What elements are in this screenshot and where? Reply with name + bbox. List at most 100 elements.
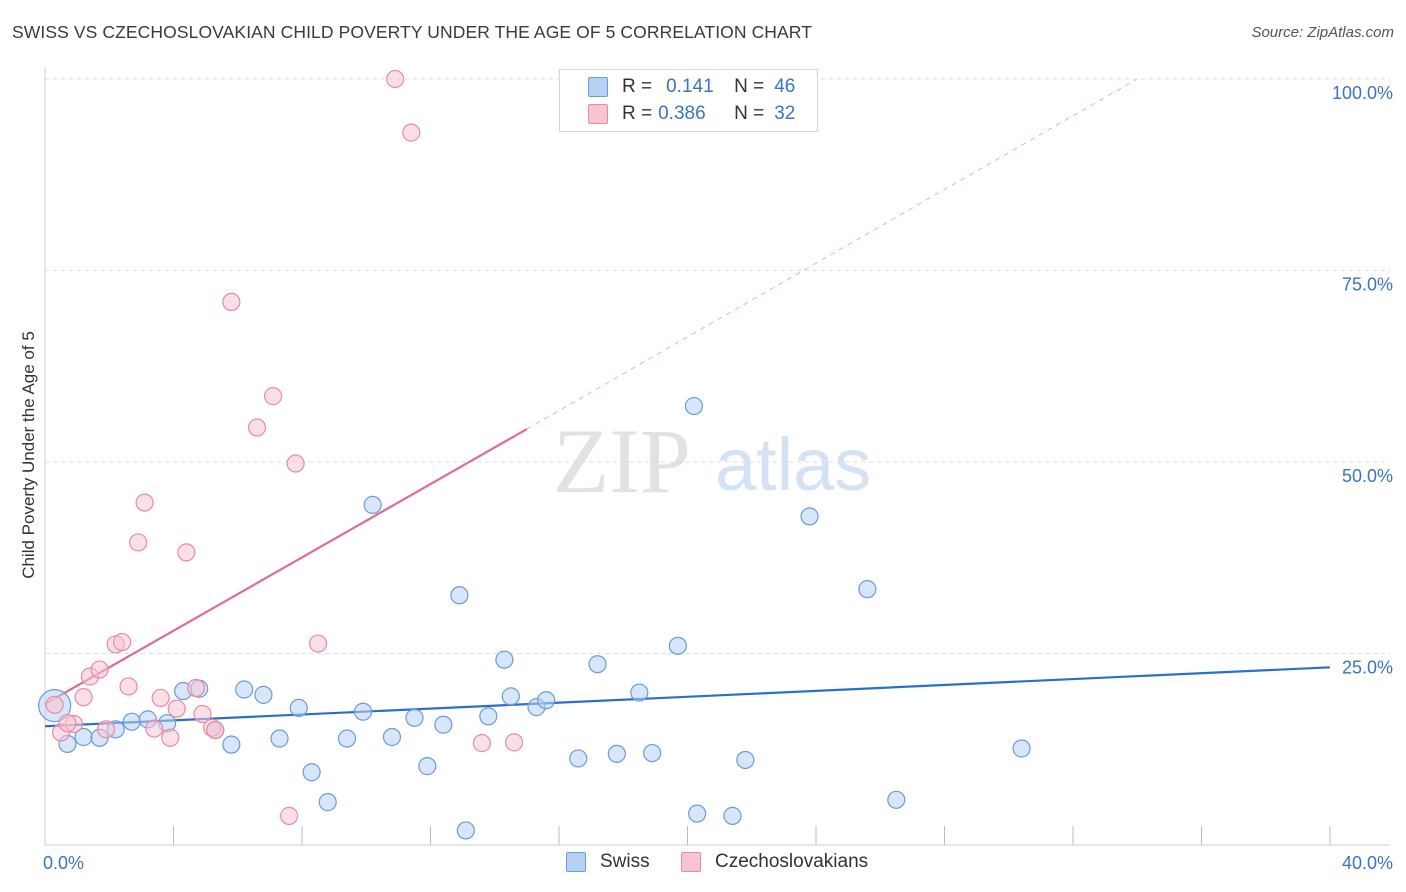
swiss-point bbox=[363, 495, 382, 514]
trend-lines bbox=[44, 78, 1331, 728]
czech-point bbox=[74, 688, 93, 707]
swiss-point bbox=[684, 396, 704, 416]
swiss-point bbox=[222, 735, 241, 754]
czech-point bbox=[504, 733, 524, 752]
swiss-point bbox=[569, 749, 588, 768]
czech-point bbox=[90, 660, 109, 679]
n-label: N = bbox=[734, 76, 765, 97]
tick-labels: 25.0% 50.0% 75.0% 100.0% 0.0% 40.0% bbox=[43, 83, 1393, 873]
czech-point bbox=[472, 734, 491, 753]
czech-point bbox=[135, 493, 154, 512]
swiss-point bbox=[501, 687, 520, 706]
czech-point bbox=[286, 454, 305, 473]
czech-point bbox=[280, 806, 299, 825]
czech-point bbox=[112, 632, 132, 652]
r-label: R = bbox=[622, 103, 653, 124]
r-label: R = bbox=[622, 76, 653, 97]
czech-swatch bbox=[588, 104, 608, 124]
gridlines bbox=[45, 78, 1390, 654]
legend-item-czech: Czechoslovakians bbox=[681, 851, 868, 873]
swiss-point bbox=[434, 715, 453, 734]
swiss-point bbox=[235, 680, 254, 699]
swiss-swatch bbox=[588, 77, 608, 97]
swiss-point bbox=[302, 763, 321, 782]
swiss-point bbox=[607, 744, 626, 763]
swiss-point bbox=[588, 655, 607, 674]
czech-point bbox=[402, 123, 421, 142]
czech-legend-label: Czechoslovakians bbox=[715, 851, 869, 872]
watermark-atlas: atlas bbox=[715, 423, 871, 506]
watermark-zip: ZIP bbox=[553, 410, 691, 512]
x-tick-label: 40.0% bbox=[1342, 853, 1393, 873]
czech-point bbox=[129, 533, 148, 552]
czech-point bbox=[96, 720, 116, 739]
czech-legend-swatch bbox=[681, 852, 701, 872]
swiss-point bbox=[723, 806, 742, 825]
swiss-point bbox=[289, 698, 308, 717]
y-tick-label: 50.0% bbox=[1342, 466, 1393, 486]
swiss-point bbox=[405, 708, 424, 727]
swiss-point bbox=[337, 729, 357, 748]
swiss-point bbox=[858, 580, 877, 599]
legend-item-swiss: Swiss bbox=[566, 851, 650, 873]
swiss-point bbox=[1012, 739, 1031, 758]
chart-title: SWISS VS CZECHOSLOVAKIAN CHILD POVERTY U… bbox=[12, 22, 813, 42]
czech-point bbox=[386, 69, 405, 89]
czech-point bbox=[186, 678, 206, 698]
swiss-point bbox=[382, 727, 402, 747]
n-value: 46 bbox=[774, 76, 796, 97]
swiss-point bbox=[643, 743, 662, 763]
czech-point bbox=[58, 714, 77, 733]
czech-trend-extension bbox=[526, 78, 1138, 430]
swiss-legend-label: Swiss bbox=[600, 851, 650, 872]
czech-point bbox=[308, 634, 328, 653]
czech-trend-line bbox=[44, 428, 528, 706]
czech-point bbox=[206, 720, 225, 740]
y-tick-label: 25.0% bbox=[1342, 658, 1393, 678]
czech-point bbox=[145, 719, 164, 738]
swiss-point bbox=[418, 757, 437, 776]
legend-row-czech: R = 0.386 N = 32 bbox=[588, 103, 795, 125]
swiss-trend-line bbox=[44, 666, 1331, 728]
n-label: N = bbox=[734, 103, 765, 124]
x-tick-label: 0.0% bbox=[43, 853, 84, 873]
swiss-point bbox=[688, 804, 707, 823]
czech-point bbox=[119, 677, 138, 696]
legend-row-swiss: R = 0.141 N = 46 bbox=[588, 76, 795, 98]
swiss-point bbox=[254, 685, 273, 704]
swiss-point bbox=[668, 636, 687, 655]
r-value: 0.141 bbox=[666, 76, 714, 97]
swiss-point bbox=[450, 586, 469, 605]
czech-point bbox=[222, 292, 241, 312]
czech-point bbox=[151, 688, 170, 708]
n-value: 32 bbox=[774, 103, 796, 124]
czech-point bbox=[263, 387, 283, 406]
series-legend: Swiss Czechoslovakians bbox=[0, 851, 1406, 877]
y-tick-label: 100.0% bbox=[1332, 83, 1393, 103]
swiss-point bbox=[887, 790, 906, 809]
swiss-point bbox=[318, 793, 337, 812]
swiss-point bbox=[353, 702, 373, 721]
czech-point bbox=[167, 699, 186, 718]
swiss-point bbox=[800, 507, 819, 526]
swiss-legend-swatch bbox=[566, 852, 586, 872]
czech-point bbox=[193, 704, 212, 724]
swiss-point bbox=[479, 707, 498, 726]
swiss-point bbox=[456, 821, 475, 840]
r-value: 0.386 bbox=[658, 103, 706, 124]
y-tick-label: 75.0% bbox=[1342, 275, 1393, 295]
data-points bbox=[38, 69, 1031, 840]
czech-point bbox=[177, 543, 196, 562]
swiss-point bbox=[630, 683, 649, 702]
y-axis-label: Child Poverty Under the Age of 5 bbox=[19, 331, 38, 579]
stats-legend: R = 0.141 N = 46 R = 0.386 N = 32 bbox=[559, 69, 818, 132]
swiss-point bbox=[736, 750, 755, 770]
swiss-point bbox=[270, 729, 289, 748]
swiss-point bbox=[537, 691, 556, 710]
czech-point bbox=[247, 418, 267, 437]
czech-point bbox=[45, 695, 64, 714]
source-label: Source: ZipAtlas.com bbox=[1251, 24, 1394, 41]
axes bbox=[44, 67, 1390, 846]
watermark: ZIP atlas bbox=[553, 410, 871, 512]
